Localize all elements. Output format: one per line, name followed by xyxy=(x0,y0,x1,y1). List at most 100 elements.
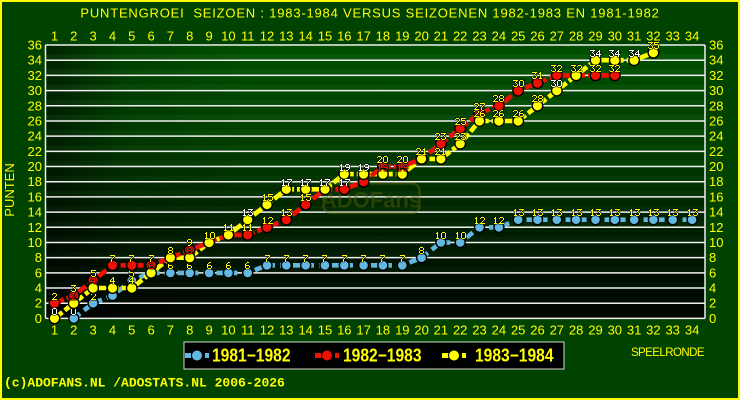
svg-text:22: 22 xyxy=(453,323,467,338)
svg-text:16: 16 xyxy=(28,189,42,204)
svg-text:21: 21 xyxy=(434,323,448,338)
svg-text:5: 5 xyxy=(128,323,135,338)
svg-text:14: 14 xyxy=(709,205,723,220)
svg-text:18: 18 xyxy=(709,174,723,189)
svg-text:21: 21 xyxy=(434,29,448,44)
svg-text:30: 30 xyxy=(28,83,42,98)
svg-text:14: 14 xyxy=(28,205,42,220)
svg-text:(c)ADOFANS.NL /ADOSTATS.NL 200: (c)ADOFANS.NL /ADOSTATS.NL 2006-2026 xyxy=(4,376,285,391)
svg-text:19: 19 xyxy=(395,29,409,44)
svg-text:3: 3 xyxy=(89,323,96,338)
svg-text:9: 9 xyxy=(205,29,212,44)
svg-text:34: 34 xyxy=(28,53,42,68)
svg-text:19: 19 xyxy=(395,323,409,338)
svg-text:36: 36 xyxy=(709,38,723,53)
svg-text:5: 5 xyxy=(128,29,135,44)
svg-text:33: 33 xyxy=(665,323,679,338)
svg-text:6: 6 xyxy=(35,265,42,280)
svg-text:18: 18 xyxy=(376,29,390,44)
svg-text:29: 29 xyxy=(588,323,602,338)
svg-text:17: 17 xyxy=(356,29,370,44)
svg-text:16: 16 xyxy=(337,29,351,44)
svg-text:32: 32 xyxy=(709,68,723,83)
svg-text:18: 18 xyxy=(28,174,42,189)
svg-text:26: 26 xyxy=(709,114,723,129)
svg-text:12: 12 xyxy=(260,29,274,44)
svg-text:16: 16 xyxy=(709,189,723,204)
svg-text:17: 17 xyxy=(356,323,370,338)
svg-text:1983−1984: 1983−1984 xyxy=(475,346,554,366)
svg-text:20: 20 xyxy=(414,29,428,44)
svg-text:ADOFans: ADOFans xyxy=(321,188,421,213)
svg-text:14: 14 xyxy=(298,29,312,44)
svg-text:11: 11 xyxy=(241,29,255,44)
svg-text:34: 34 xyxy=(709,53,723,68)
svg-text:12: 12 xyxy=(28,220,42,235)
svg-text:33: 33 xyxy=(665,29,679,44)
svg-text:24: 24 xyxy=(28,129,42,144)
svg-text:26: 26 xyxy=(530,29,544,44)
svg-text:30: 30 xyxy=(709,83,723,98)
svg-text:27: 27 xyxy=(550,29,564,44)
svg-text:22: 22 xyxy=(709,144,723,159)
svg-text:3: 3 xyxy=(89,29,96,44)
svg-text:13: 13 xyxy=(279,29,293,44)
svg-text:0: 0 xyxy=(709,311,716,326)
svg-text:30: 30 xyxy=(608,323,622,338)
svg-text:18: 18 xyxy=(376,323,390,338)
svg-text:28: 28 xyxy=(569,29,583,44)
svg-text:1981−1982: 1981−1982 xyxy=(212,346,291,366)
svg-text:13: 13 xyxy=(279,323,293,338)
svg-text:10: 10 xyxy=(221,29,235,44)
svg-text:34: 34 xyxy=(685,323,699,338)
svg-text:12: 12 xyxy=(260,323,274,338)
svg-text:4: 4 xyxy=(35,281,42,296)
svg-text:24: 24 xyxy=(492,29,506,44)
svg-text:24: 24 xyxy=(709,129,723,144)
svg-text:0: 0 xyxy=(35,311,42,326)
svg-text:30: 30 xyxy=(608,29,622,44)
svg-text:4: 4 xyxy=(109,323,116,338)
svg-text:SPEELRONDE: SPEELRONDE xyxy=(631,347,705,359)
svg-text:22: 22 xyxy=(28,144,42,159)
svg-text:20: 20 xyxy=(414,323,428,338)
svg-text:32: 32 xyxy=(646,323,660,338)
svg-text:1: 1 xyxy=(51,29,58,44)
svg-text:28: 28 xyxy=(569,323,583,338)
svg-text:32: 32 xyxy=(646,29,660,44)
svg-text:28: 28 xyxy=(709,98,723,113)
svg-text:25: 25 xyxy=(511,323,525,338)
svg-text:7: 7 xyxy=(167,29,174,44)
svg-text:15: 15 xyxy=(318,323,332,338)
svg-text:28: 28 xyxy=(28,98,42,113)
svg-text:26: 26 xyxy=(530,323,544,338)
svg-text:27: 27 xyxy=(550,323,564,338)
svg-text:31: 31 xyxy=(627,323,641,338)
svg-text:25: 25 xyxy=(511,29,525,44)
svg-text:4: 4 xyxy=(109,29,116,44)
svg-text:15: 15 xyxy=(318,29,332,44)
svg-text:24: 24 xyxy=(492,323,506,338)
svg-text:20: 20 xyxy=(709,159,723,174)
svg-text:10: 10 xyxy=(221,323,235,338)
svg-text:9: 9 xyxy=(205,323,212,338)
svg-text:2: 2 xyxy=(70,29,77,44)
svg-text:8: 8 xyxy=(186,29,193,44)
svg-text:32: 32 xyxy=(28,68,42,83)
svg-text:PUNTEN: PUNTEN xyxy=(2,163,17,216)
svg-text:2: 2 xyxy=(709,296,716,311)
svg-text:7: 7 xyxy=(167,323,174,338)
svg-text:26: 26 xyxy=(28,114,42,129)
svg-text:16: 16 xyxy=(337,323,351,338)
svg-text:34: 34 xyxy=(685,29,699,44)
svg-text:6: 6 xyxy=(147,29,154,44)
svg-text:12: 12 xyxy=(709,220,723,235)
svg-text:6: 6 xyxy=(709,265,716,280)
svg-text:11: 11 xyxy=(241,323,255,338)
svg-text:10: 10 xyxy=(709,235,723,250)
svg-text:20: 20 xyxy=(28,159,42,174)
svg-text:22: 22 xyxy=(453,29,467,44)
svg-text:4: 4 xyxy=(709,281,716,296)
svg-text:2: 2 xyxy=(35,296,42,311)
svg-text:31: 31 xyxy=(627,29,641,44)
